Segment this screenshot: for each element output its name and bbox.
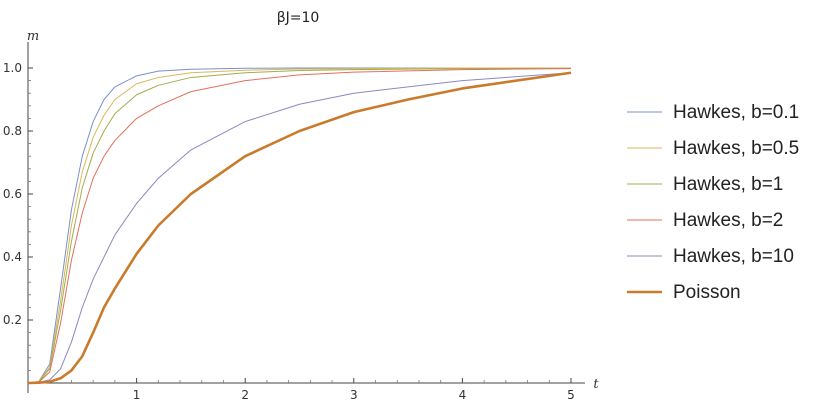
y-tick-label: 0.6	[3, 187, 22, 201]
x-axis-label: t	[593, 377, 599, 392]
series-line-hawkes-b-10	[27, 72, 572, 384]
legend-label-hawkes-b-2: Hawkes, b=2	[673, 210, 783, 231]
legend-label-poisson: Poisson	[673, 282, 741, 303]
legend-label-hawkes-b-0-5: Hawkes, b=0.5	[673, 138, 799, 159]
series-line-hawkes-b-0-1	[27, 67, 571, 384]
legend-label-hawkes-b-10: Hawkes, b=10	[673, 246, 794, 267]
series-line-hawkes-b-2	[27, 68, 572, 384]
legend-label-hawkes-b-0-1: Hawkes, b=0.1	[673, 102, 799, 123]
y-axis-label: m	[27, 29, 39, 44]
series-line-poisson	[27, 71, 572, 385]
legend-label-hawkes-b-1: Hawkes, b=1	[673, 174, 783, 195]
y-tick-label: 0.4	[3, 250, 22, 264]
x-tick-label: 2	[241, 388, 249, 402]
series-line-hawkes-b-0-5	[27, 67, 571, 384]
axes: 1 2 3 4 5 0.2 0.4 0.6 0.8 1.0	[3, 42, 585, 402]
legend: Hawkes, b=0.1 Hawkes, b=0.5 Hawkes, b=1 Haw…	[627, 102, 799, 303]
y-tick-label: 0.8	[3, 124, 22, 138]
x-tick-label: 3	[350, 388, 358, 402]
chart-title: βJ=10	[277, 10, 320, 26]
y-tick-label: 1.0	[3, 61, 22, 75]
x-tick-label: 1	[133, 388, 141, 402]
y-tick-label: 0.2	[3, 313, 22, 327]
x-tick-label: 5	[567, 388, 575, 402]
series-lines	[27, 67, 572, 385]
x-tick-label: 4	[459, 388, 467, 402]
series-line-hawkes-b-1	[27, 67, 572, 384]
